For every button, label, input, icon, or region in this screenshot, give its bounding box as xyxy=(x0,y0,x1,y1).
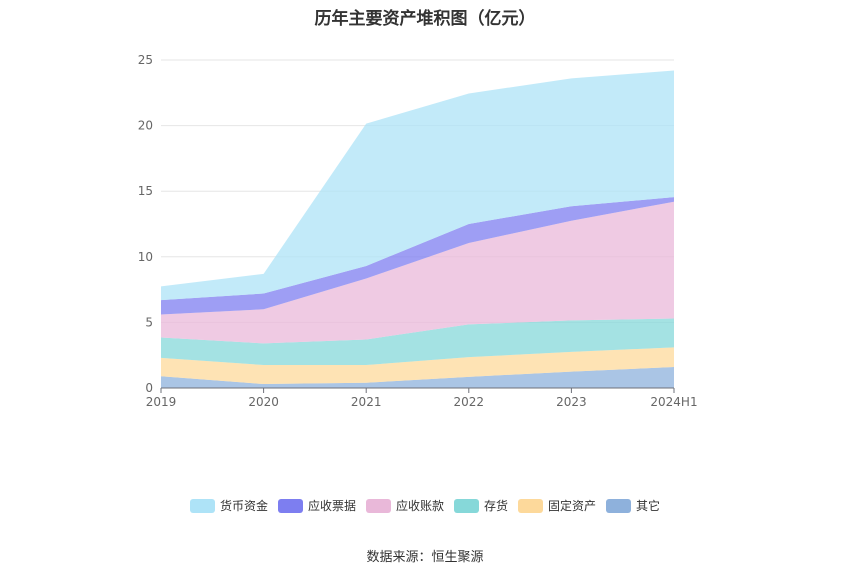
x-tick-label: 2019 xyxy=(146,395,177,409)
area-series-1[interactable] xyxy=(161,347,674,385)
data-source-note: 数据来源：恒生聚源 xyxy=(366,550,484,565)
legend-item[interactable]: 应收账款 xyxy=(365,497,444,514)
x-tick-label: 2024H1 xyxy=(650,395,697,409)
area-series-3[interactable] xyxy=(161,201,674,344)
area-series-5[interactable] xyxy=(161,70,674,301)
area-series-0[interactable] xyxy=(161,367,674,388)
legend-item[interactable]: 固定资产 xyxy=(518,497,596,514)
legend: 货币资金 应收票据 应收账款 存货 固定资产 其它 xyxy=(0,497,850,514)
legend-label: 应收账款 xyxy=(395,499,444,513)
legend-swatch xyxy=(365,498,391,513)
chart-title: 历年主要资产堆积图（亿元） xyxy=(314,9,536,29)
x-tick-label: 2021 xyxy=(351,395,382,409)
legend-label: 应收票据 xyxy=(307,499,356,513)
x-tick-label: 2023 xyxy=(556,395,587,409)
legend-item[interactable]: 存货 xyxy=(454,497,508,514)
legend-swatch xyxy=(277,498,303,513)
area-series xyxy=(161,70,674,388)
legend-label: 其它 xyxy=(636,499,661,513)
area-series-4[interactable] xyxy=(161,197,674,315)
y-tick-label: 5 xyxy=(145,315,153,329)
x-tick-label: 2020 xyxy=(248,395,279,409)
legend-swatch xyxy=(518,498,544,513)
legend-label: 固定资产 xyxy=(548,499,597,513)
y-tick-label: 0 xyxy=(145,381,153,395)
legend-label: 存货 xyxy=(484,499,509,513)
legend-label: 货币资金 xyxy=(219,499,268,513)
x-tick-label: 2022 xyxy=(454,395,485,409)
y-tick-label: 10 xyxy=(138,250,153,264)
y-tick-label: 25 xyxy=(138,53,153,67)
axes: 0 5 10 15 20 25 2019 2020 2021 2022 2023 2024H1 xyxy=(138,53,698,409)
y-tick-label: 20 xyxy=(138,119,153,133)
legend-swatch xyxy=(606,498,632,513)
legend-item[interactable]: 其它 xyxy=(606,497,660,514)
legend-swatch xyxy=(454,498,479,513)
legend-swatch xyxy=(189,498,215,513)
y-tick-label: 15 xyxy=(138,184,153,198)
legend-item[interactable]: 应收票据 xyxy=(277,497,356,514)
legend-item[interactable]: 货币资金 xyxy=(189,497,268,514)
area-series-2[interactable] xyxy=(161,318,674,366)
